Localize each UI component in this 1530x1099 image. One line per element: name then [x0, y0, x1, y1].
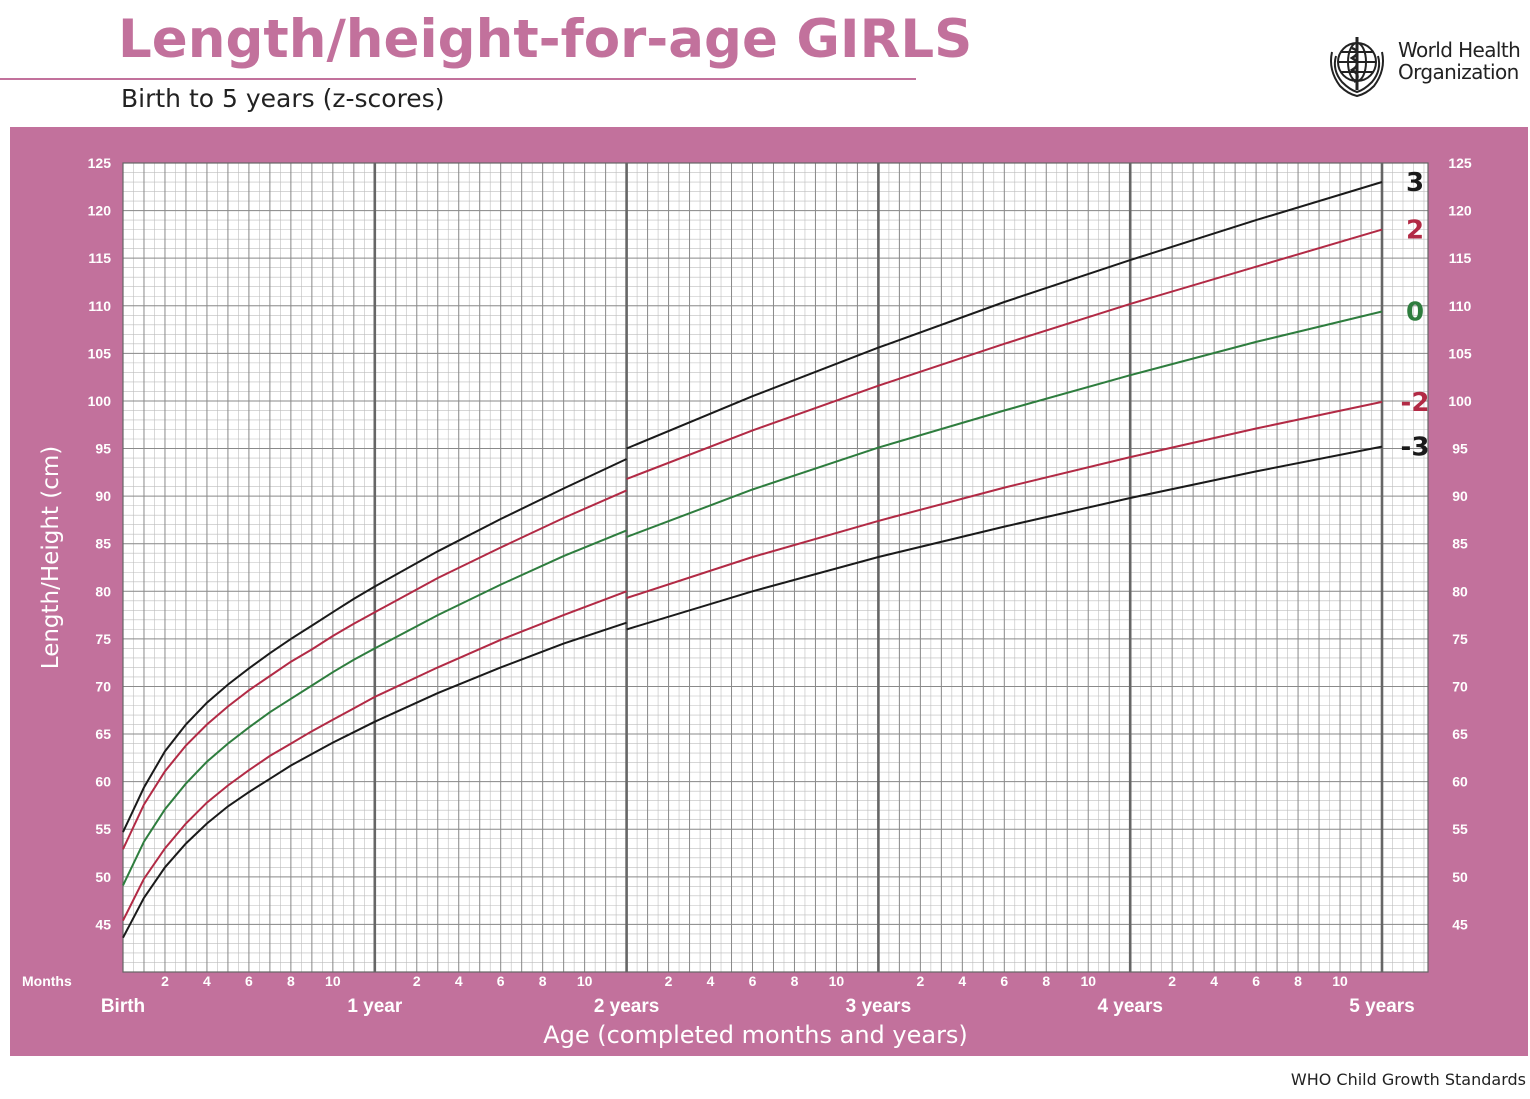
y-tick-label-right: 125: [1448, 155, 1472, 171]
x-month-tick-label: 6: [497, 973, 505, 989]
chart-panel: 45 45 50 50 55 55 60 60 65 65 70 70 75 75 80 80 85 85 90 90…: [10, 127, 1528, 1056]
month-grid: [143, 163, 1362, 972]
who-emblem-icon: [1330, 37, 1384, 98]
x-month-tick-label: 2: [665, 973, 673, 989]
y-tick-label-right: 65: [1452, 726, 1468, 742]
x-year-label: 1 year: [347, 996, 403, 1017]
y-tick-label-left: 110: [88, 298, 111, 314]
y-tick-label-right: 80: [1452, 583, 1468, 599]
y-tick-label-left: 55: [95, 821, 111, 837]
y-tick-label-right: 100: [1448, 393, 1472, 409]
x-month-tick-label: 4: [1210, 973, 1218, 989]
y-tick-label-left: 65: [95, 726, 111, 742]
y-tick-label-right: 95: [1452, 441, 1468, 457]
footer-credit: WHO Child Growth Standards: [1290, 1070, 1526, 1089]
y-tick-label-right: 45: [1452, 916, 1468, 932]
series-line-3: [122, 458, 628, 833]
y-tick-label-left: 60: [95, 774, 111, 790]
x-month-tick-label: 6: [1252, 973, 1260, 989]
series-line-0: [626, 310, 1383, 538]
x-month-tick-label: 6: [245, 973, 253, 989]
series-line-3: [626, 181, 1383, 450]
y-tick-label-right: 70: [1452, 678, 1468, 694]
y-tick-label-left: 50: [95, 869, 111, 885]
x-month-tick-label: 10: [577, 973, 593, 989]
title-rule: [0, 78, 916, 80]
y-tick-label-right: 110: [1449, 298, 1472, 314]
y-tick-label-left: 80: [95, 583, 111, 599]
x-month-tick-label: 4: [958, 973, 966, 989]
logo-line-2: Organization: [1398, 60, 1519, 84]
who-wordmark: World Health Organization: [1398, 38, 1521, 84]
x-month-tick-label: 10: [829, 973, 845, 989]
y-tick-label-left: 125: [88, 155, 112, 171]
y-tick-label-right: 50: [1452, 869, 1468, 885]
y-axis-title: Length/Height (cm): [38, 446, 64, 669]
y-tick-label-right: 105: [1448, 345, 1472, 361]
series-label--3: -3: [1401, 433, 1430, 463]
chart-subtitle: Birth to 5 years (z-scores): [121, 84, 445, 113]
x-month-tick-label: 2: [916, 973, 924, 989]
x-year-label: Birth: [101, 996, 145, 1017]
series-line--3: [626, 445, 1383, 631]
x-month-tick-label: 4: [707, 973, 715, 989]
y-tick-label-left: 115: [88, 250, 111, 266]
x-month-tick-label: 8: [1294, 973, 1302, 989]
major-grid-h: [123, 162, 1428, 925]
y-tick-label-left: 100: [88, 393, 112, 409]
x-axis-title: Age (completed months and years): [543, 1021, 968, 1049]
x-month-tick-label: 2: [1168, 973, 1176, 989]
y-tick-label-left: 90: [95, 488, 111, 504]
x-month-tick-label: 6: [749, 973, 757, 989]
series-line--3: [122, 621, 627, 939]
y-tick-label-right: 55: [1452, 821, 1468, 837]
y-tick-label-right: 120: [1448, 203, 1472, 219]
chart-title: Length/height-for-age GIRLS: [118, 9, 973, 70]
x-month-tick-label: 10: [1332, 973, 1348, 989]
x-month-tick-label: 8: [287, 973, 295, 989]
series-line-2: [122, 489, 628, 850]
x-month-tick-label: 4: [455, 973, 463, 989]
series-line--2: [626, 400, 1383, 599]
series-line--2: [122, 590, 627, 922]
series-line-2: [626, 228, 1383, 480]
x-year-label: 4 years: [1097, 996, 1163, 1017]
plot-border: [122, 162, 1429, 973]
logo-line-1: World Health: [1398, 38, 1521, 62]
plot-area: [123, 163, 1428, 972]
x-month-tick-label: 6: [1000, 973, 1008, 989]
y-tick-label-left: 120: [88, 203, 112, 219]
year-grid: [373, 163, 1384, 972]
x-year-label: 3 years: [846, 996, 912, 1017]
x-month-tick-label: 8: [539, 973, 547, 989]
series-label--2: -2: [1401, 388, 1430, 418]
series-line-0: [122, 529, 627, 886]
y-tick-label-right: 115: [1449, 250, 1472, 266]
x-month-tick-label: 10: [1080, 973, 1096, 989]
x-year-label: 2 years: [594, 996, 660, 1017]
series-label-3: 3: [1406, 168, 1424, 198]
x-month-tick-label: 8: [1042, 973, 1050, 989]
y-tick-label-right: 85: [1452, 536, 1468, 552]
series-label-2: 2: [1406, 216, 1424, 246]
y-tick-label-left: 70: [95, 678, 111, 694]
x-month-tick-label: 10: [325, 973, 341, 989]
y-tick-label-right: 75: [1452, 631, 1468, 647]
x-year-label: 5 years: [1349, 996, 1415, 1017]
x-month-tick-label: 4: [203, 973, 211, 989]
y-tick-label-right: 60: [1452, 774, 1468, 790]
y-tick-label-left: 85: [95, 536, 111, 552]
x-month-tick-label: 8: [791, 973, 799, 989]
y-tick-label-left: 75: [95, 631, 111, 647]
y-tick-label-left: 45: [95, 916, 111, 932]
x-month-tick-label: 2: [161, 973, 169, 989]
y-tick-label-left: 105: [88, 345, 112, 361]
y-tick-label-right: 90: [1452, 488, 1468, 504]
who-logo: World Health Organization: [1322, 32, 1530, 98]
y-tick-label-left: 95: [95, 441, 111, 457]
month-axis-label: Months: [22, 973, 72, 989]
x-month-tick-label: 2: [413, 973, 421, 989]
series-label-0: 0: [1406, 297, 1424, 327]
